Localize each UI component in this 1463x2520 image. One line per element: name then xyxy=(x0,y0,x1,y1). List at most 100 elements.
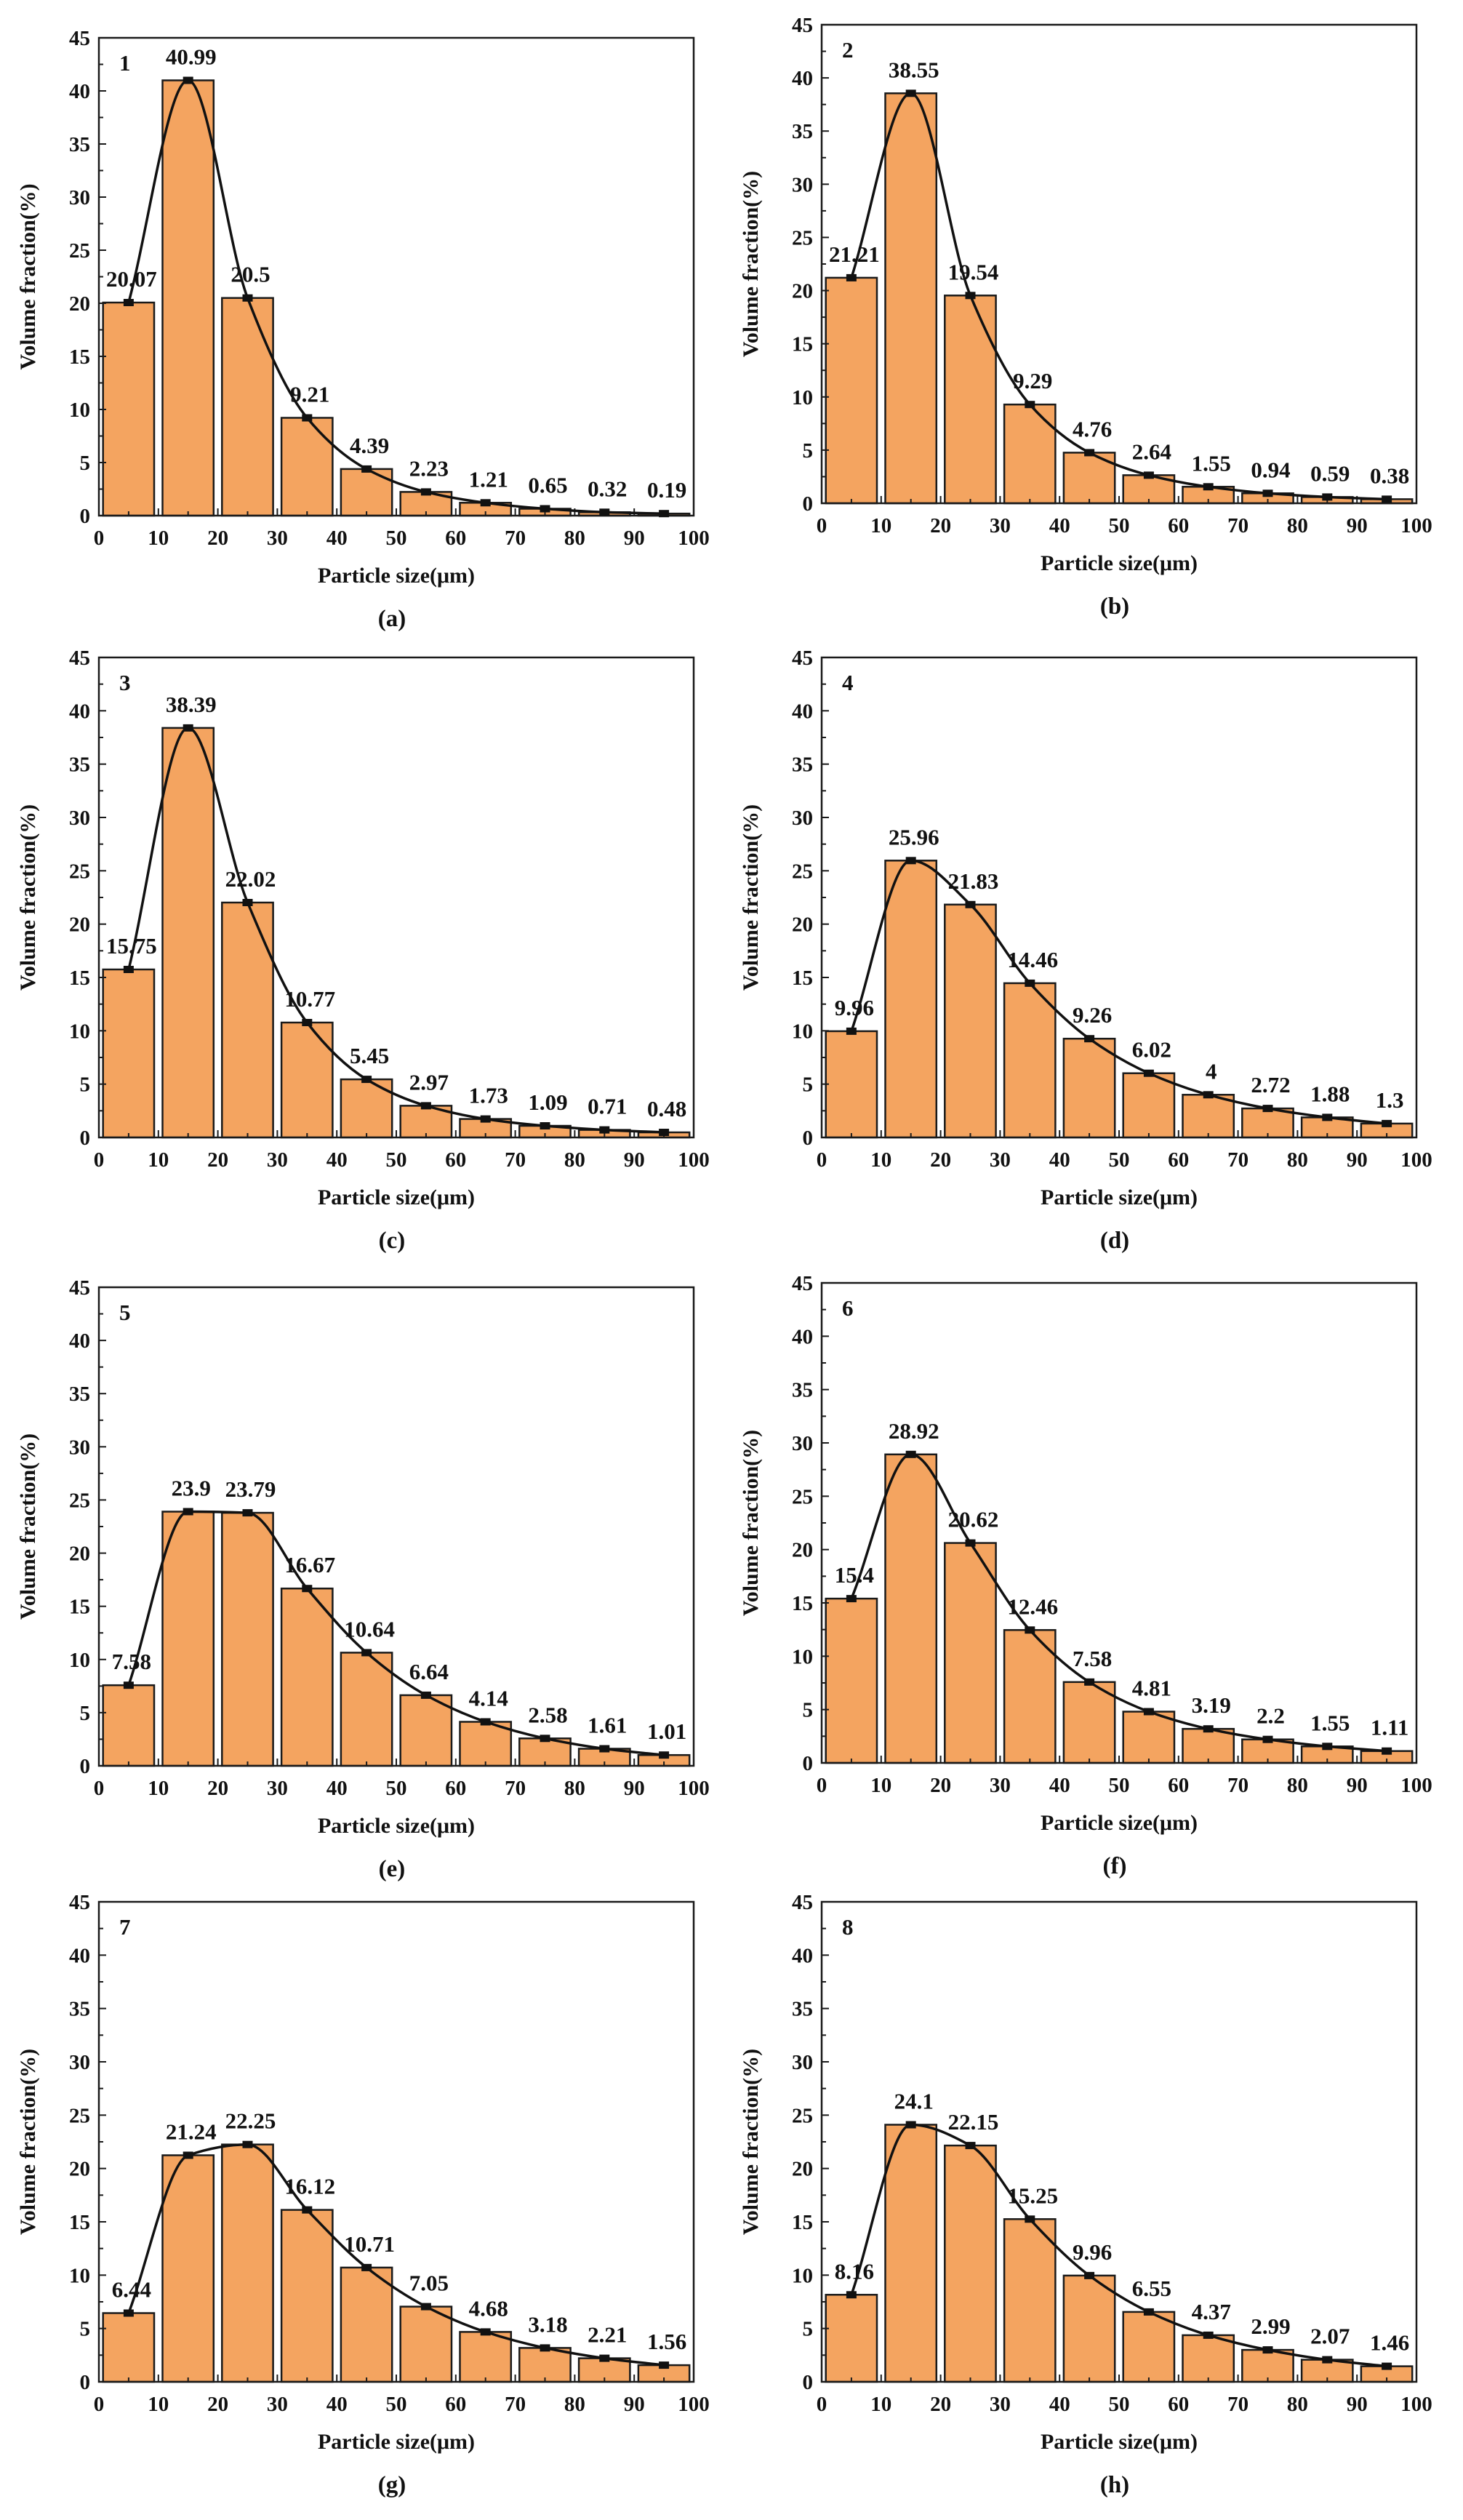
x-tick-label: 80 xyxy=(1287,1148,1308,1172)
chart-panel-7: 0 5 10 15 20 25 30 35 40 45 0 10 20 30 40 50 60 70 80 90 100… xyxy=(16,1891,710,2498)
panel-caption: (e) xyxy=(379,1856,406,1882)
y-axis-label: Volume fraction(%) xyxy=(739,1430,763,1616)
data-marker xyxy=(905,2121,916,2129)
chart-panel-8: 0 5 10 15 20 25 30 35 40 45 0 10 20 30 40 50 60 70 80 90 100… xyxy=(739,1891,1432,2498)
y-axis-label: Volume fraction(%) xyxy=(739,804,763,991)
data-marker xyxy=(540,1122,550,1129)
x-tick-label: 40 xyxy=(1049,1148,1070,1172)
data-label: 2.2 xyxy=(1256,1703,1285,1729)
data-label: 22.15 xyxy=(948,2109,999,2135)
y-tick-label: 5 xyxy=(803,2318,814,2341)
data-label: 15.25 xyxy=(1007,2183,1058,2208)
data-label: 2.72 xyxy=(1251,1072,1290,1097)
data-label: 0.38 xyxy=(1370,463,1409,488)
y-axis-label: Volume fraction(%) xyxy=(16,2049,40,2235)
data-label: 1.46 xyxy=(1370,2330,1409,2356)
data-label: 1.73 xyxy=(469,1083,508,1108)
y-tick-label: 15 xyxy=(69,1596,90,1619)
data-marker xyxy=(1143,1069,1154,1077)
data-marker xyxy=(540,505,550,513)
y-tick-label: 40 xyxy=(69,700,90,723)
data-label: 1.55 xyxy=(1192,450,1231,476)
data-label: 6.55 xyxy=(1132,2276,1171,2301)
x-tick-label: 70 xyxy=(505,527,526,550)
data-label: 4.37 xyxy=(1192,2299,1231,2324)
panel-number: 1 xyxy=(119,50,131,76)
y-tick-label: 40 xyxy=(69,1329,90,1353)
data-marker xyxy=(242,1509,253,1517)
x-axis-label: Particle size(μm) xyxy=(1041,551,1198,575)
x-tick-label: 0 xyxy=(817,2393,827,2416)
y-tick-label: 0 xyxy=(80,505,91,528)
y-tick-label: 20 xyxy=(792,913,813,937)
data-label: 2.23 xyxy=(409,455,449,481)
data-marker xyxy=(1382,495,1392,503)
panel-number: 5 xyxy=(119,1300,131,1325)
x-tick-label: 90 xyxy=(624,1777,645,1800)
y-tick-label: 0 xyxy=(803,1752,814,1775)
data-label: 5.45 xyxy=(350,1043,389,1068)
data-marker xyxy=(965,1539,976,1547)
data-label: 25.96 xyxy=(889,824,939,849)
y-tick-label: 45 xyxy=(69,1891,90,1914)
x-tick-label: 90 xyxy=(1347,514,1368,537)
data-label: 4.14 xyxy=(469,1685,508,1711)
data-marker xyxy=(659,2361,670,2369)
y-tick-label: 30 xyxy=(69,186,90,209)
x-tick-label: 30 xyxy=(990,1774,1011,1797)
data-label: 23.79 xyxy=(225,1476,276,1502)
y-tick-label: 10 xyxy=(69,1020,90,1043)
y-tick-label: 25 xyxy=(792,1485,813,1508)
y-tick-label: 30 xyxy=(792,807,813,830)
bar-5 xyxy=(1062,1037,1116,1139)
data-marker xyxy=(1262,1105,1273,1113)
data-label: 2.21 xyxy=(588,2322,627,2348)
bar-8 xyxy=(518,2347,572,2383)
data-marker xyxy=(1025,401,1035,409)
x-tick-label: 60 xyxy=(1168,1148,1189,1172)
data-label: 0.48 xyxy=(647,1096,686,1121)
data-marker xyxy=(302,1585,313,1593)
data-label: 2.64 xyxy=(1132,439,1171,464)
y-tick-label: 35 xyxy=(792,120,813,143)
data-label: 3.18 xyxy=(528,2311,567,2337)
data-label: 10.64 xyxy=(344,1616,395,1641)
x-tick-label: 60 xyxy=(1168,2393,1189,2416)
y-tick-label: 0 xyxy=(803,492,814,516)
data-marker xyxy=(1084,1035,1095,1043)
data-label: 21.21 xyxy=(829,241,880,267)
x-tick-label: 80 xyxy=(1287,1774,1308,1797)
data-marker xyxy=(242,294,253,302)
x-tick-label: 80 xyxy=(1287,2393,1308,2416)
x-tick-label: 50 xyxy=(1109,1148,1130,1172)
y-tick-label: 45 xyxy=(69,1276,90,1300)
x-tick-label: 50 xyxy=(1109,1774,1130,1797)
bar-1 xyxy=(825,1030,878,1139)
x-tick-label: 80 xyxy=(1287,514,1308,537)
y-tick-label: 35 xyxy=(792,1998,813,2021)
x-tick-label: 100 xyxy=(1400,514,1432,537)
bar-1 xyxy=(102,2312,156,2383)
y-tick-label: 35 xyxy=(792,1379,813,1402)
y-tick-label: 10 xyxy=(792,1645,813,1668)
x-tick-label: 40 xyxy=(326,2393,348,2416)
data-label: 4.39 xyxy=(350,433,389,458)
x-tick-label: 60 xyxy=(445,1148,466,1172)
bar-7 xyxy=(459,1721,513,1767)
data-label: 4.68 xyxy=(469,2295,508,2321)
x-tick-label: 20 xyxy=(930,1148,951,1172)
x-tick-label: 20 xyxy=(207,1777,228,1800)
data-marker xyxy=(1262,2346,1273,2354)
x-tick-label: 20 xyxy=(930,2393,951,2416)
bar-5 xyxy=(340,2266,393,2383)
data-label: 4.76 xyxy=(1073,416,1112,441)
x-tick-label: 30 xyxy=(990,2393,1011,2416)
x-tick-label: 10 xyxy=(148,527,169,550)
y-tick-label: 5 xyxy=(80,1702,91,1725)
bar-4 xyxy=(280,417,334,517)
panel-caption: (h) xyxy=(1100,2472,1129,2498)
bar-2 xyxy=(884,2124,938,2383)
panel-number: 4 xyxy=(842,670,854,695)
y-tick-label: 30 xyxy=(792,2051,813,2074)
